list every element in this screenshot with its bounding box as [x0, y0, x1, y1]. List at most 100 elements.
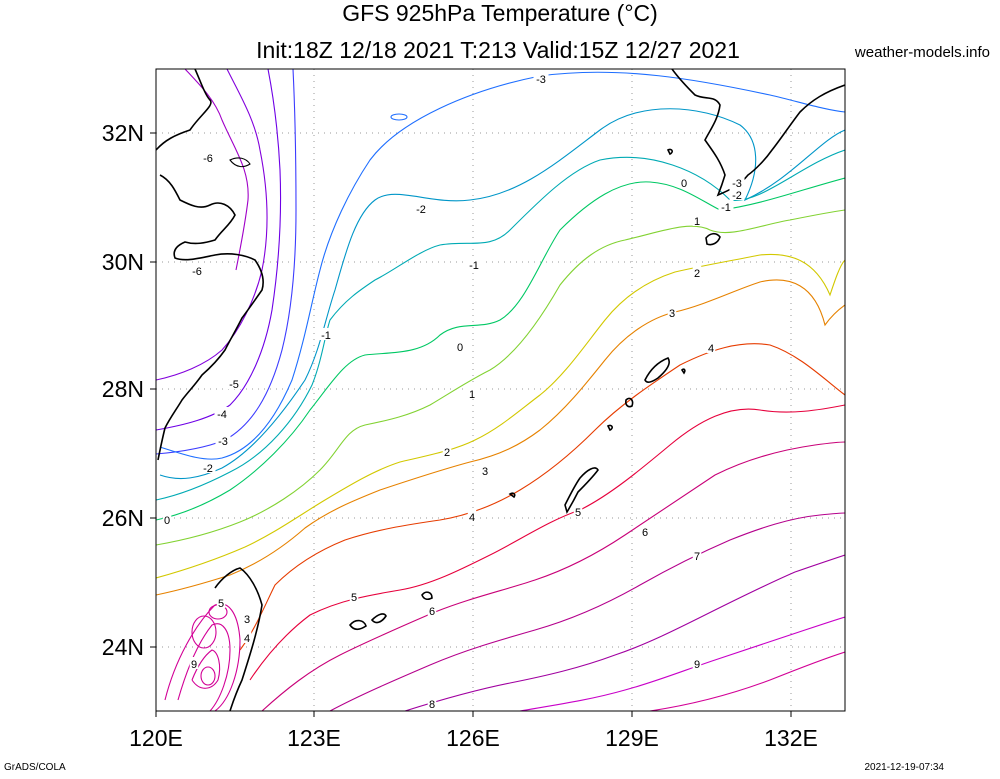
- contour-label-bg: [692, 657, 702, 669]
- isotherm-minus3: [159, 71, 845, 460]
- map-frame: [155, 68, 846, 712]
- contour-label: -3: [536, 74, 546, 86]
- contour-label-bg: [729, 188, 745, 200]
- contour-labels: -3-6-20 -3-2-11-6 -123-10 4-51-4-32-2 350 467…: [162, 72, 745, 711]
- contour-label: 6: [429, 606, 435, 618]
- isotherm-minus4: [156, 69, 297, 455]
- lat-label-28n: 28N: [102, 376, 144, 402]
- contour-label-bg: [692, 266, 702, 278]
- small-isle-5: [666, 148, 673, 156]
- taiwan-warm-cluster: [164, 603, 241, 711]
- contour-label-bg: [679, 176, 689, 188]
- contour-label: 7: [694, 551, 700, 563]
- sakishima: [348, 591, 433, 631]
- contour-label-bg: [467, 387, 477, 399]
- contour-label: 4: [244, 633, 250, 645]
- contour-label-bg: [162, 513, 172, 525]
- isotherm-6: [261, 441, 845, 711]
- contour-label-bg: [216, 596, 226, 608]
- map-grid: [156, 69, 845, 711]
- small-isle-1: [625, 397, 634, 408]
- contour-label: -1: [321, 330, 331, 342]
- axis-ticks: [150, 132, 792, 717]
- isotherm-minus2: [159, 108, 845, 480]
- map-title-line2: Init:18Z 12/18 2021 T:213 Valid:15Z 12/2…: [256, 37, 740, 63]
- contour-label-bg: [189, 657, 199, 669]
- contour-label: 3: [482, 466, 488, 478]
- contour-label: 4: [469, 512, 475, 524]
- contour-label-bg: [718, 200, 734, 212]
- contour-label-bg: [242, 631, 252, 643]
- china-coast: [156, 69, 264, 461]
- coastlines: [156, 69, 845, 711]
- contour-label-bg: [200, 461, 216, 473]
- contour-label: -3: [732, 178, 742, 190]
- isotherm-5: [249, 404, 845, 681]
- lat-label-26n: 26N: [102, 505, 144, 531]
- lon-label-132e: 132E: [764, 725, 818, 751]
- small-isle-3: [508, 492, 516, 499]
- isotherm-10: [649, 651, 845, 711]
- contour-label-bg: [427, 604, 437, 616]
- footer-timestamp: 2021-12-19-07:34: [864, 762, 944, 773]
- contour-label: 0: [164, 515, 170, 527]
- contour-label: 5: [575, 507, 581, 519]
- contour-label-bg: [706, 341, 716, 353]
- isotherm-minus6: [156, 69, 268, 381]
- lat-label-32n: 32N: [102, 120, 144, 146]
- contour-label-bg: [226, 377, 242, 389]
- contour-label-bg: [215, 434, 231, 446]
- contour-label-bg: [480, 464, 490, 476]
- contour-label-bg: [189, 264, 205, 276]
- small-isle-4: [680, 368, 686, 375]
- contour-label-bg: [200, 151, 216, 163]
- contour-label: -6: [192, 266, 202, 278]
- map-title-line1: GFS 925hPa Temperature (°C): [342, 0, 658, 26]
- lat-label-30n: 30N: [102, 249, 144, 275]
- lake-feature: [390, 113, 408, 121]
- contour-label-bg: [413, 202, 429, 214]
- contour-label: 6: [642, 527, 648, 539]
- contour-label-bg: [466, 258, 482, 270]
- contour-label-bg: [455, 340, 465, 352]
- contour-label: -2: [732, 190, 742, 202]
- isotherm-7: [329, 512, 845, 711]
- contour-label: -2: [416, 204, 426, 216]
- contour-label: -1: [721, 202, 731, 214]
- lon-label-120e: 120E: [129, 725, 183, 751]
- contour-label: -3: [218, 436, 228, 448]
- contour-label: 2: [694, 268, 700, 280]
- contour-label-bg: [442, 445, 452, 457]
- contour-label-bg: [667, 306, 677, 318]
- yakushima: [705, 232, 721, 246]
- contour-label-bg: [349, 590, 359, 602]
- contour-label: 1: [694, 216, 700, 228]
- isotherm-3: [156, 279, 845, 596]
- contour-label-bg: [640, 525, 650, 537]
- contour-label: 8: [429, 699, 435, 711]
- contour-label: -6: [203, 153, 213, 165]
- isotherm-4: [239, 343, 845, 651]
- contour-label-bg: [692, 549, 702, 561]
- contour-label-bg: [242, 612, 252, 624]
- isotherm-minus9: [184, 69, 249, 271]
- amami: [644, 357, 670, 383]
- contour-label-bg: [427, 697, 437, 709]
- contour-label: -2: [203, 463, 213, 475]
- source-credit: weather-models.info: [854, 44, 990, 61]
- taiwan-coast: [214, 567, 263, 711]
- japan-coast: [671, 69, 845, 197]
- isotherm-minus1: [156, 149, 845, 501]
- okinawa: [564, 467, 599, 514]
- contour-label-bg: [467, 510, 477, 522]
- contour-label: -5: [229, 379, 239, 391]
- contour-label: 4: [708, 343, 714, 355]
- isotherm-2: [156, 253, 845, 579]
- contour-label: 2: [444, 447, 450, 459]
- contour-label-bg: [573, 505, 583, 517]
- contour-label-bg: [692, 214, 702, 226]
- lon-label-129e: 129E: [605, 725, 659, 751]
- contour-label: -4: [217, 409, 227, 421]
- lon-label-126e: 126E: [446, 725, 500, 751]
